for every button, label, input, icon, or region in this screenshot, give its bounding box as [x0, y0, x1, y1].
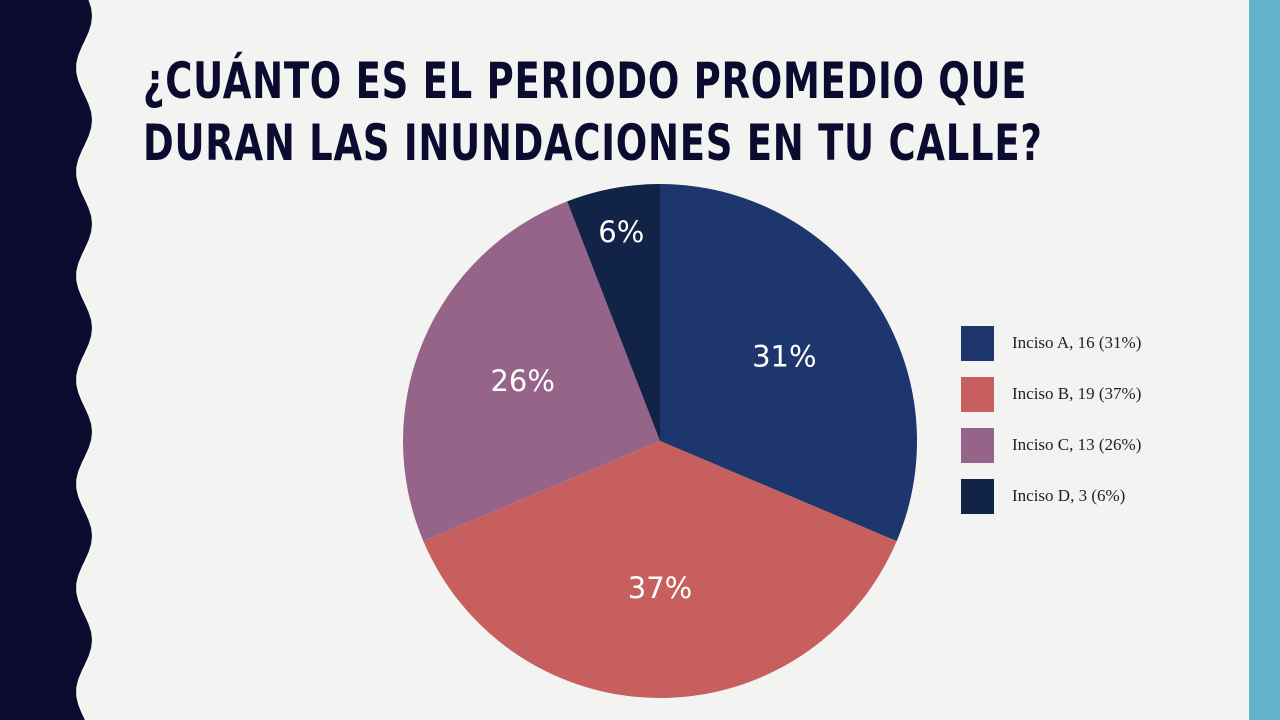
pie-slice-inciso-c — [403, 201, 660, 542]
legend-label-c: Inciso C, 13 (26%) — [1012, 435, 1142, 454]
slide-title: ¿Cuánto es el periodo promedio que duran… — [143, 50, 1043, 174]
left-wavy-band-shape — [0, 0, 92, 720]
left-wavy-band — [0, 0, 92, 720]
pie-slice-inciso-a — [660, 184, 917, 542]
legend-swatch-a — [961, 325, 994, 361]
legend-swatch-b — [961, 376, 994, 412]
legend-label-d: Inciso D, 3 (6%) — [1012, 486, 1126, 505]
pie-label-inciso-c: 26% — [490, 364, 554, 398]
right-accent-band — [1249, 0, 1280, 720]
pie-slice-inciso-d — [567, 184, 660, 441]
slide-title-line-2: duran las inundaciones en tu calle? — [143, 114, 1043, 172]
pie-label-inciso-d: 6% — [598, 215, 644, 249]
slide-title-line-1: ¿Cuánto es el periodo promedio que — [143, 52, 1028, 110]
chart-legend: Inciso A, 16 (31%) Inciso B, 19 (37%) In… — [961, 325, 1221, 529]
legend-item-c: Inciso C, 13 (26%) — [961, 427, 1221, 463]
legend-label-b: Inciso B, 19 (37%) — [1012, 384, 1142, 403]
legend-swatch-d — [961, 478, 994, 514]
legend-item-b: Inciso B, 19 (37%) — [961, 376, 1221, 412]
pie-slices — [403, 184, 917, 698]
legend-label-a: Inciso A, 16 (31%) — [1012, 333, 1142, 352]
pie-label-inciso-b: 37% — [628, 571, 692, 605]
pie-slice-inciso-b — [423, 441, 897, 698]
legend-swatch-c — [961, 427, 994, 463]
legend-item-d: Inciso D, 3 (6%) — [961, 478, 1221, 514]
pie-labels: 31% 37% 26% 6% — [490, 215, 816, 605]
legend-item-a: Inciso A, 16 (31%) — [961, 325, 1221, 361]
pie-label-inciso-a: 31% — [752, 340, 816, 374]
